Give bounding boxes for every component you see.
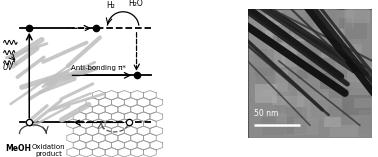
Bar xyxy=(351,44,363,64)
Bar xyxy=(302,105,326,121)
Bar xyxy=(290,35,305,55)
Bar xyxy=(330,63,357,90)
Bar xyxy=(329,106,352,128)
Bar xyxy=(294,118,318,135)
Bar xyxy=(297,91,304,107)
Bar xyxy=(320,39,343,53)
Bar xyxy=(317,0,338,26)
Bar xyxy=(344,0,354,28)
Bar xyxy=(282,36,308,67)
Bar xyxy=(354,98,378,108)
Bar xyxy=(342,95,371,115)
Bar xyxy=(249,25,277,54)
Bar xyxy=(359,110,378,135)
Bar xyxy=(304,57,335,74)
Text: Anti-bonding π*: Anti-bonding π* xyxy=(71,65,125,71)
Bar xyxy=(305,10,314,29)
Bar xyxy=(276,70,288,92)
Bar xyxy=(261,83,287,96)
Bar xyxy=(343,102,350,117)
Text: UV: UV xyxy=(2,63,13,72)
Bar xyxy=(297,41,321,67)
Bar xyxy=(267,42,287,67)
Bar xyxy=(272,19,290,49)
Bar xyxy=(299,60,322,78)
Bar xyxy=(324,117,341,127)
Bar xyxy=(343,19,367,39)
Bar xyxy=(307,2,336,23)
Bar xyxy=(265,31,273,40)
Text: MeOH: MeOH xyxy=(5,144,31,153)
Bar xyxy=(282,90,291,103)
Bar xyxy=(263,22,289,36)
Text: 50 nm: 50 nm xyxy=(254,108,278,118)
Bar xyxy=(276,113,287,123)
Bar xyxy=(318,29,345,57)
Bar xyxy=(341,115,355,122)
Bar xyxy=(262,117,285,135)
Bar xyxy=(248,19,261,26)
Bar xyxy=(276,43,289,53)
Bar xyxy=(339,18,352,28)
Bar xyxy=(273,96,287,105)
Bar xyxy=(346,6,370,23)
Bar xyxy=(287,96,311,117)
Bar xyxy=(294,17,307,39)
Bar xyxy=(322,43,343,53)
Text: H₂O: H₂O xyxy=(128,0,143,8)
Bar xyxy=(266,11,282,25)
Bar xyxy=(297,70,308,79)
Bar xyxy=(284,33,313,61)
Text: H₂: H₂ xyxy=(107,1,115,10)
Bar xyxy=(285,38,304,68)
Bar xyxy=(256,68,274,89)
Text: Oxidation
product: Oxidation product xyxy=(32,144,65,157)
Bar xyxy=(254,49,274,76)
Bar xyxy=(354,5,367,24)
Bar xyxy=(254,51,265,68)
Bar xyxy=(274,90,281,121)
Bar xyxy=(340,80,367,88)
Bar xyxy=(347,70,366,82)
Bar xyxy=(320,73,336,89)
Bar xyxy=(306,30,331,61)
Bar xyxy=(286,107,307,134)
Bar xyxy=(329,70,350,97)
Bar xyxy=(330,125,358,137)
Bar xyxy=(310,92,327,100)
Bar xyxy=(255,84,277,103)
